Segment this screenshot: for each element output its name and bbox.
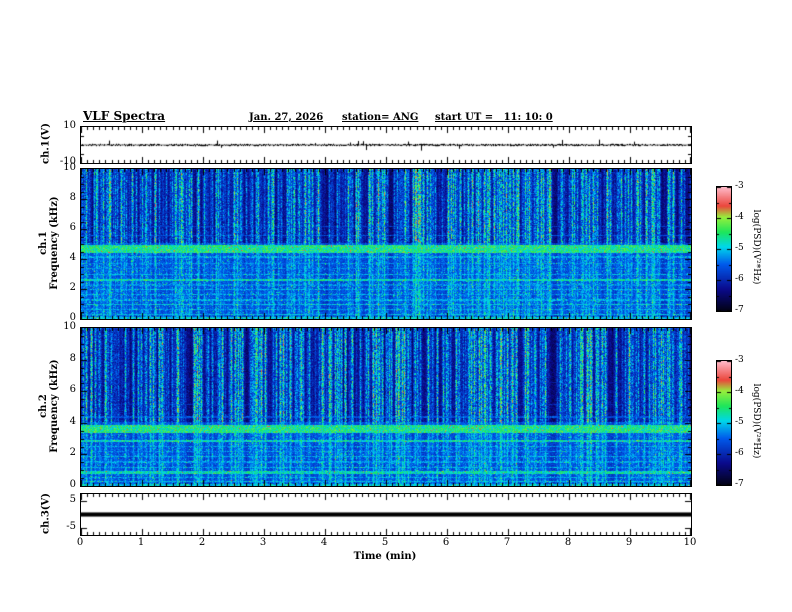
colorbar-ch1 — [716, 186, 732, 312]
ch2-spec-ytick-label: 10 — [63, 321, 76, 332]
header-start-ut: start UT = 11: 10: 0 — [435, 112, 553, 123]
colorbar-ch1-label: log(PSD)(V²*Hz) — [751, 209, 761, 285]
ch3-voltage-axis-label: ch.3(V) — [40, 492, 52, 535]
time-axis-tick-label: 1 — [137, 537, 145, 548]
header-date: Jan. 27, 2026 — [249, 112, 324, 123]
ch1-spec-ytick-label: 8 — [69, 192, 76, 203]
ch2-spec-ytick-label: 8 — [69, 352, 76, 364]
time-axis-tick-label: 6 — [442, 537, 450, 548]
ch2-spectrogram-plot — [80, 327, 692, 487]
ch1-wave-ytick-label: -10 — [59, 156, 76, 167]
figure-title: VLF Spectra — [83, 109, 166, 123]
ch1-spec-ytick-label: 0 — [69, 312, 76, 323]
colorbar-tick-label: -7 — [735, 479, 744, 489]
time-axis-tick-label: 0 — [76, 537, 84, 548]
colorbar-ch2-label: log(PSD)(V²*Hz) — [751, 383, 761, 459]
time-axis-tick-label: 7 — [503, 537, 511, 548]
ch1-spec-ytick-label: 10 — [63, 162, 76, 173]
time-axis-tick-label: 10 — [683, 537, 697, 548]
colorbar-tick-label: -5 — [735, 417, 744, 427]
time-axis-tick-label: 5 — [381, 537, 389, 548]
time-axis-tick-label: 8 — [564, 537, 572, 548]
colorbar-tick-label: -4 — [735, 212, 744, 222]
ch3-wave-ytick-label: -5 — [66, 521, 76, 533]
ch1-spec-ytick-label: 2 — [69, 282, 76, 293]
header-station: station= ANG — [342, 112, 419, 123]
ch1-axis-frequency-line: Frequency (kHz) — [49, 196, 60, 290]
colorbar-tick-label: -5 — [735, 243, 744, 253]
colorbar-tick-label: -6 — [735, 448, 744, 458]
colorbar-tick-label: -4 — [735, 386, 744, 396]
x-axis-title: Time (min) — [353, 551, 417, 562]
ch3-wave-ytick-label: 5 — [69, 493, 76, 505]
ch1-spectrogram-plot — [80, 168, 692, 320]
ch1-frequency-axis-label: ch.1 Frequency (kHz) — [38, 168, 60, 318]
ch3-waveform-plot — [80, 493, 692, 536]
time-axis-tick-label: 3 — [259, 537, 267, 548]
ch1-waveform-plot — [80, 126, 692, 164]
ch2-spec-ytick-label: 2 — [69, 447, 76, 459]
ch2-spec-ytick-label: 4 — [69, 415, 76, 427]
colorbar-tick-label: -3 — [735, 355, 744, 365]
time-axis-tick-label: 2 — [198, 537, 206, 548]
ch2-spec-ytick-label: 6 — [69, 384, 76, 396]
ch1-spec-ytick-label: 4 — [69, 252, 76, 263]
time-axis-tick-label: 9 — [625, 537, 633, 548]
colorbar-tick-label: -6 — [735, 274, 744, 284]
ch1-axis-channel-line: ch.1 — [38, 231, 49, 255]
ch2-spec-ytick-label: 0 — [69, 479, 76, 490]
ch1-wave-ytick-label: 10 — [63, 120, 76, 131]
time-axis-tick-label: 4 — [320, 537, 328, 548]
colorbar-ch2 — [716, 360, 732, 486]
colorbar-tick-label: -7 — [735, 305, 744, 315]
ch1-spec-ytick-label: 6 — [69, 222, 76, 233]
colorbar-tick-label: -3 — [735, 181, 744, 191]
